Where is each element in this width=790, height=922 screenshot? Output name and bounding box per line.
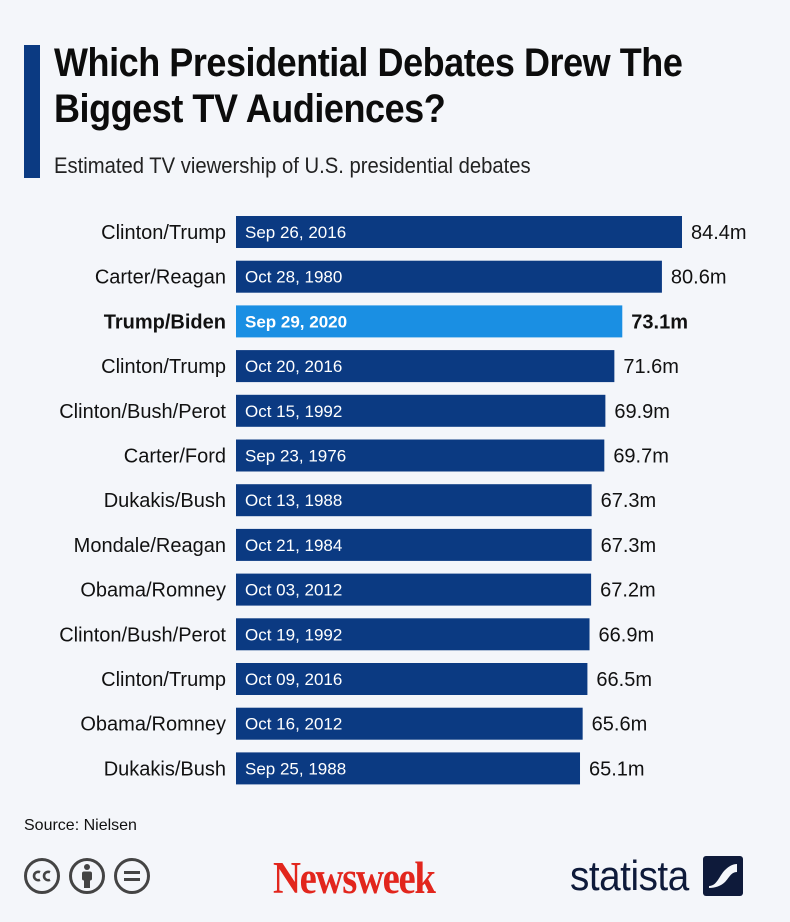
bar-6 xyxy=(236,439,605,472)
bar-8 xyxy=(236,528,592,561)
chart-subtitle: Estimated TV viewership of U.S. presiden… xyxy=(54,153,531,178)
category-label-9: Obama/Romney xyxy=(80,580,226,602)
date-label-4: Oct 20, 2016 xyxy=(245,357,342,376)
date-label-1: Sep 26, 2016 xyxy=(245,223,346,242)
category-label-11: Clinton/Trump xyxy=(101,669,226,691)
date-label-5: Oct 15, 1992 xyxy=(245,402,342,421)
date-label-8: Oct 21, 1984 xyxy=(245,536,342,555)
bar-10 xyxy=(236,618,590,651)
bar-11 xyxy=(236,663,588,695)
date-label-3: Sep 29, 2020 xyxy=(245,312,347,331)
value-label-12: 65.6m xyxy=(592,714,648,736)
statista-wordmark: statista xyxy=(570,852,689,899)
statista-mark-icon xyxy=(703,856,744,896)
value-label-5: 69.9m xyxy=(614,401,670,423)
category-label-1: Clinton/Trump xyxy=(101,222,226,244)
category-label-13: Dukakis/Bush xyxy=(104,758,226,780)
bar-7 xyxy=(236,484,592,517)
date-label-11: Oct 09, 2016 xyxy=(245,670,342,689)
value-label-10: 66.9m xyxy=(599,624,655,646)
bar-chart: Clinton/Trump Sep 26, 2016 84.4m Carter/Rea… xyxy=(59,216,747,785)
category-label-6: Carter/Ford xyxy=(124,446,226,468)
bar-3 xyxy=(236,305,623,338)
category-label-12: Obama/Romney xyxy=(80,714,226,736)
value-label-1: 84.4m xyxy=(691,222,747,244)
value-label-11: 66.5m xyxy=(596,669,652,691)
value-label-2: 80.6m xyxy=(671,267,727,289)
value-label-4: 71.6m xyxy=(623,356,679,378)
no-derivatives-icon xyxy=(114,858,150,894)
date-label-7: Oct 13, 1988 xyxy=(245,491,342,510)
category-label-4: Clinton/Trump xyxy=(101,356,226,378)
value-label-3: 73.1m xyxy=(631,311,688,333)
bar-1 xyxy=(236,216,682,248)
value-label-13: 65.1m xyxy=(589,758,645,780)
source-note: Source: Nielsen xyxy=(24,817,137,834)
bar-13 xyxy=(236,752,581,785)
cc-icon xyxy=(24,858,60,894)
bar-9 xyxy=(236,573,592,606)
value-label-7: 67.3m xyxy=(601,490,657,512)
bar-12 xyxy=(236,707,583,740)
date-label-12: Oct 16, 2012 xyxy=(245,715,342,734)
bar-5 xyxy=(236,394,606,427)
category-label-8: Mondale/Reagan xyxy=(74,535,226,557)
chart-title: Which Presidential Debates Drew The Bigg… xyxy=(54,41,683,131)
date-label-9: Oct 03, 2012 xyxy=(245,581,342,600)
date-label-10: Oct 19, 1992 xyxy=(245,625,342,644)
license-icons xyxy=(24,858,150,894)
statista-logo[interactable]: statista xyxy=(570,852,744,900)
category-label-7: Dukakis/Bush xyxy=(104,490,226,512)
value-label-8: 67.3m xyxy=(601,535,657,557)
bar-2 xyxy=(236,260,662,293)
category-label-2: Carter/Reagan xyxy=(95,267,226,289)
category-label-3: Trump/Biden xyxy=(104,311,226,333)
newsweek-logo[interactable]: Newsweek xyxy=(273,853,436,903)
date-label-6: Sep 23, 1976 xyxy=(245,447,346,466)
date-label-2: Oct 28, 1980 xyxy=(245,268,342,287)
title-accent-bar xyxy=(24,45,40,178)
bar-4 xyxy=(236,350,615,383)
category-label-5: Clinton/Bush/Perot xyxy=(59,401,226,423)
date-label-13: Sep 25, 1988 xyxy=(245,759,346,778)
attribution-icon xyxy=(69,858,105,894)
category-label-10: Clinton/Bush/Perot xyxy=(59,624,226,646)
value-label-9: 67.2m xyxy=(600,580,656,602)
value-label-6: 69.7m xyxy=(613,446,669,468)
